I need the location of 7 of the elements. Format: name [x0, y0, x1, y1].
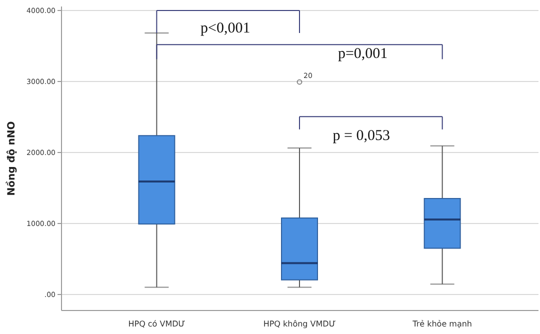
annotation: p=0,001: [338, 46, 388, 62]
y-axis-title: Nồng độ nNO: [6, 121, 18, 196]
x-tick-label: Trẻ khỏe mạnh: [412, 320, 472, 328]
annotation: p<0,001: [200, 20, 250, 36]
x-tick-label: HPQ không VMDƯ: [263, 320, 336, 328]
annotation: p = 0,053: [332, 128, 390, 144]
x-tick-label: HPQ có VMDƯ: [128, 320, 186, 328]
